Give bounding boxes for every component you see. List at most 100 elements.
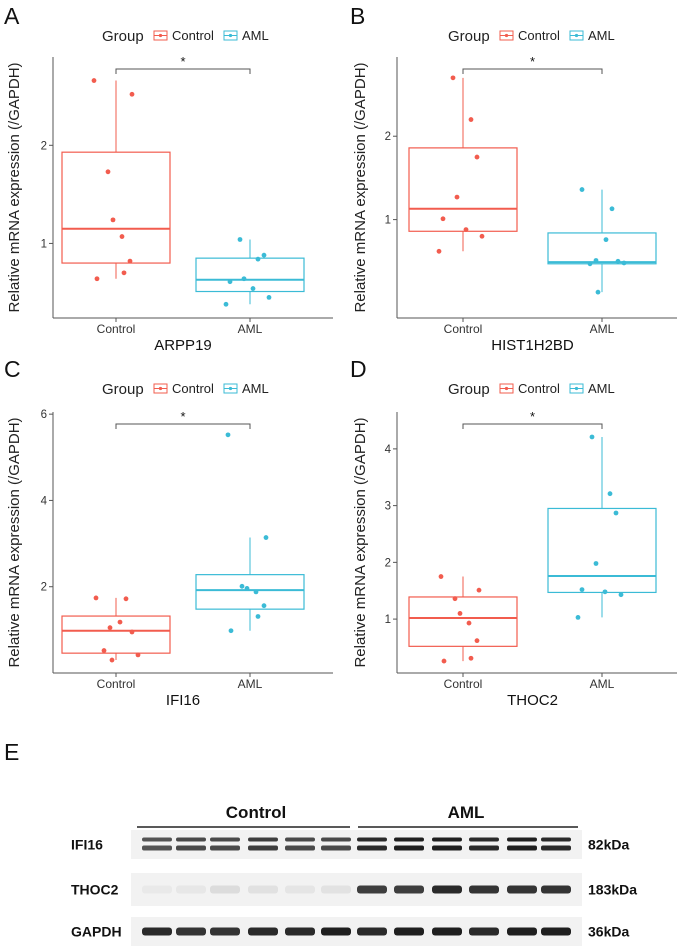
- legend-label-control: Control: [518, 28, 560, 43]
- band: [541, 885, 571, 894]
- data-point: [261, 252, 267, 258]
- data-point: [595, 289, 601, 295]
- data-point: [466, 620, 472, 626]
- box: [547, 507, 657, 594]
- data-point: [266, 294, 272, 300]
- band: [321, 845, 351, 851]
- data-point: [438, 574, 444, 579]
- data-point: [436, 248, 442, 254]
- data-point: [228, 628, 234, 634]
- band: [321, 837, 351, 842]
- data-point: [105, 169, 111, 175]
- bracket-line: [462, 423, 603, 429]
- data-point: [127, 258, 133, 264]
- data-point: [109, 657, 115, 663]
- panel-letter: A: [4, 3, 20, 29]
- legend-label-control: Control: [172, 28, 214, 43]
- significance-bracket: *: [115, 409, 251, 429]
- data-point: [263, 535, 269, 540]
- legend-key-aml: [569, 383, 584, 394]
- series-control: [61, 78, 171, 282]
- x-tick-label-aml: AML: [238, 677, 263, 691]
- gene-label: THOC2: [507, 692, 558, 709]
- data-point: [94, 276, 100, 282]
- data-point: [575, 614, 581, 620]
- band: [285, 927, 315, 936]
- group-label-aml: AML: [448, 803, 485, 822]
- legend: Group Control AML: [448, 381, 615, 398]
- legend-key-control: [499, 30, 514, 41]
- molecular-weight-label: 82kDa: [588, 837, 629, 853]
- significance-bracket: *: [462, 54, 603, 74]
- band: [210, 845, 240, 851]
- data-point: [602, 589, 608, 595]
- protein-label: THOC2: [71, 882, 119, 898]
- band: [210, 885, 240, 894]
- data-point: [589, 434, 595, 440]
- blot-strip: [131, 873, 582, 906]
- series-aml: [195, 237, 305, 307]
- band: [469, 927, 499, 936]
- panel-b: B Group Control AML 1 2 Relative mRNA expressi…: [350, 3, 677, 354]
- data-point: [579, 587, 585, 592]
- legend-key-aml: [569, 30, 584, 41]
- data-point: [450, 75, 456, 81]
- data-point: [129, 629, 135, 635]
- legend-key-control: [499, 383, 514, 394]
- band: [507, 837, 537, 842]
- blot-row-ifi16: IFI16 82kDa: [71, 830, 629, 859]
- y-tick-label: 4: [385, 444, 392, 456]
- data-point: [244, 586, 250, 591]
- molecular-weight-label: 36kDa: [588, 924, 629, 940]
- blot-row-thoc2: THOC2 183kDa: [71, 873, 637, 906]
- band: [248, 885, 278, 894]
- series-aml: [195, 432, 305, 634]
- box: [547, 232, 657, 265]
- band: [248, 837, 278, 842]
- band: [469, 845, 499, 851]
- data-point: [593, 258, 599, 263]
- band: [248, 845, 278, 851]
- legend-key-dot: [574, 386, 579, 391]
- data-point: [123, 596, 129, 602]
- y-axis-label: Relative mRNA expression (/GAPDH): [352, 62, 369, 312]
- data-point: [101, 648, 107, 653]
- y-axis-label: Relative mRNA expression (/GAPDH): [6, 417, 23, 667]
- band: [394, 837, 424, 842]
- gene-label: HIST1H2BD: [491, 337, 574, 354]
- data-point: [117, 619, 123, 625]
- legend-key-aml: [223, 383, 238, 394]
- series-control: [61, 595, 171, 663]
- band: [176, 885, 206, 894]
- panel-letter: B: [350, 3, 365, 29]
- band: [176, 845, 206, 851]
- data-point: [239, 583, 245, 589]
- legend-key-control: [153, 383, 168, 394]
- x-tick-label-control: Control: [97, 677, 136, 691]
- band: [321, 885, 351, 894]
- band: [285, 845, 315, 851]
- y-tick-label: 1: [385, 215, 391, 227]
- data-point: [476, 587, 482, 593]
- data-point: [241, 276, 247, 282]
- panel-e-western-blot: E Control AML IFI16 82kDa THOC2 183kDa GAPDH 36k…: [4, 739, 637, 946]
- x-tick-label-control: Control: [97, 322, 136, 336]
- legend-key-dot: [228, 33, 233, 38]
- bracket-line: [115, 68, 251, 74]
- y-tick-label: 4: [41, 495, 48, 507]
- legend-key-dot: [228, 386, 233, 391]
- data-point: [454, 194, 460, 200]
- group-label-control: Control: [226, 803, 286, 822]
- data-point: [237, 237, 243, 242]
- band: [210, 837, 240, 842]
- data-point: [253, 589, 259, 595]
- molecular-weight-label: 183kDa: [588, 882, 637, 898]
- gene-label: ARPP19: [154, 337, 212, 354]
- band: [357, 837, 387, 842]
- data-point: [129, 91, 135, 97]
- band: [507, 845, 537, 851]
- blot-row-gapdh: GAPDH 36kDa: [71, 917, 629, 946]
- legend-key-control: [153, 30, 168, 41]
- band: [432, 927, 462, 936]
- y-tick-label: 2: [385, 557, 391, 569]
